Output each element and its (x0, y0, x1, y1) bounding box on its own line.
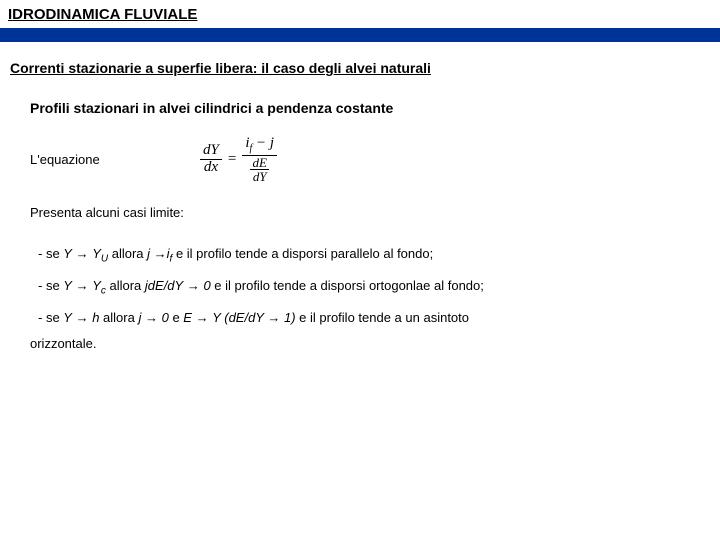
c2-arr1: → (72, 278, 92, 293)
equation-label: L'equazione (30, 152, 200, 167)
eq-dY: dY (251, 170, 269, 183)
c3-and: e (169, 310, 183, 325)
c3-paren: (dE/dY → 1) (221, 310, 296, 325)
case-3: - se Y → h allora j → 0 e E → Y (dE/dY →… (38, 303, 710, 333)
c3-Y2: Y (212, 310, 220, 325)
eq-rhs-num: if − j (242, 136, 277, 156)
c2-expr: jdE/dY (145, 278, 183, 293)
c1-arr2: → (150, 246, 167, 261)
eq-lhs: dY dx (200, 143, 222, 176)
cases-list: - se Y → YU allora j →if e il profilo te… (38, 239, 710, 332)
c1-Yu: Y (92, 246, 101, 261)
presenta-line: Presenta alcuni casi limite: (30, 205, 710, 222)
eq-dE: dE (250, 156, 268, 170)
eq-rhs-den-frac: dE dY (250, 156, 268, 183)
c3-zero: 0 (162, 310, 169, 325)
c2-Yc: Y (92, 278, 101, 293)
subtitle: Correnti stazionarie a superfie libera: … (10, 60, 710, 76)
eq-lhs-den: dx (201, 160, 221, 176)
eq-lhs-num: dY (200, 143, 222, 160)
c2-tail: e il profilo tende a disporsi ortogonlae… (211, 278, 484, 293)
case-3-cont: orizzontale. (30, 336, 710, 351)
c2-mid: allora (106, 278, 145, 293)
case-1: - se Y → YU allora j →if e il profilo te… (38, 239, 710, 271)
c3-pre: - se (38, 310, 63, 325)
case-2: - se Y → Yc allora jdE/dY → 0 e il profi… (38, 271, 710, 303)
c1-Y: Y (63, 246, 72, 261)
header-bluebar (0, 28, 720, 42)
eq-j: j (270, 135, 274, 151)
eq-rhs-den: dE dY (247, 156, 271, 183)
c1-mid: allora (108, 246, 147, 261)
c1-tail: e il profilo tende a disporsi parallelo … (172, 246, 433, 261)
c2-arr2: → (183, 278, 203, 293)
equation: dY dx = if − j dE dY (200, 136, 277, 183)
c1-pre: - se (38, 246, 63, 261)
content: Correnti stazionarie a superfie libera: … (0, 42, 720, 361)
c3-mid: allora (99, 310, 138, 325)
c1-arr1: → (72, 246, 92, 261)
c2-pre: - se (38, 278, 63, 293)
c3-tail: e il profilo tende a un asintoto (296, 310, 469, 325)
eq-rhs: if − j dE dY (242, 136, 277, 183)
page-title: IDRODINAMICA FLUVIALE (8, 6, 197, 23)
c2-zero: 0 (203, 278, 210, 293)
c3-arr1: → (72, 310, 92, 325)
header: IDRODINAMICA FLUVIALE (0, 0, 720, 26)
eq-minus: − (252, 135, 270, 151)
section-heading: Profili stazionari in alvei cilindrici a… (30, 100, 710, 116)
c3-Y: Y (63, 310, 72, 325)
c3-arr2: → (141, 310, 161, 325)
c3-E: E (183, 310, 192, 325)
eq-sign: = (228, 151, 236, 168)
equation-row: L'equazione dY dx = if − j dE dY (30, 136, 710, 183)
c3-arr3: → (192, 310, 212, 325)
c2-Y: Y (63, 278, 72, 293)
